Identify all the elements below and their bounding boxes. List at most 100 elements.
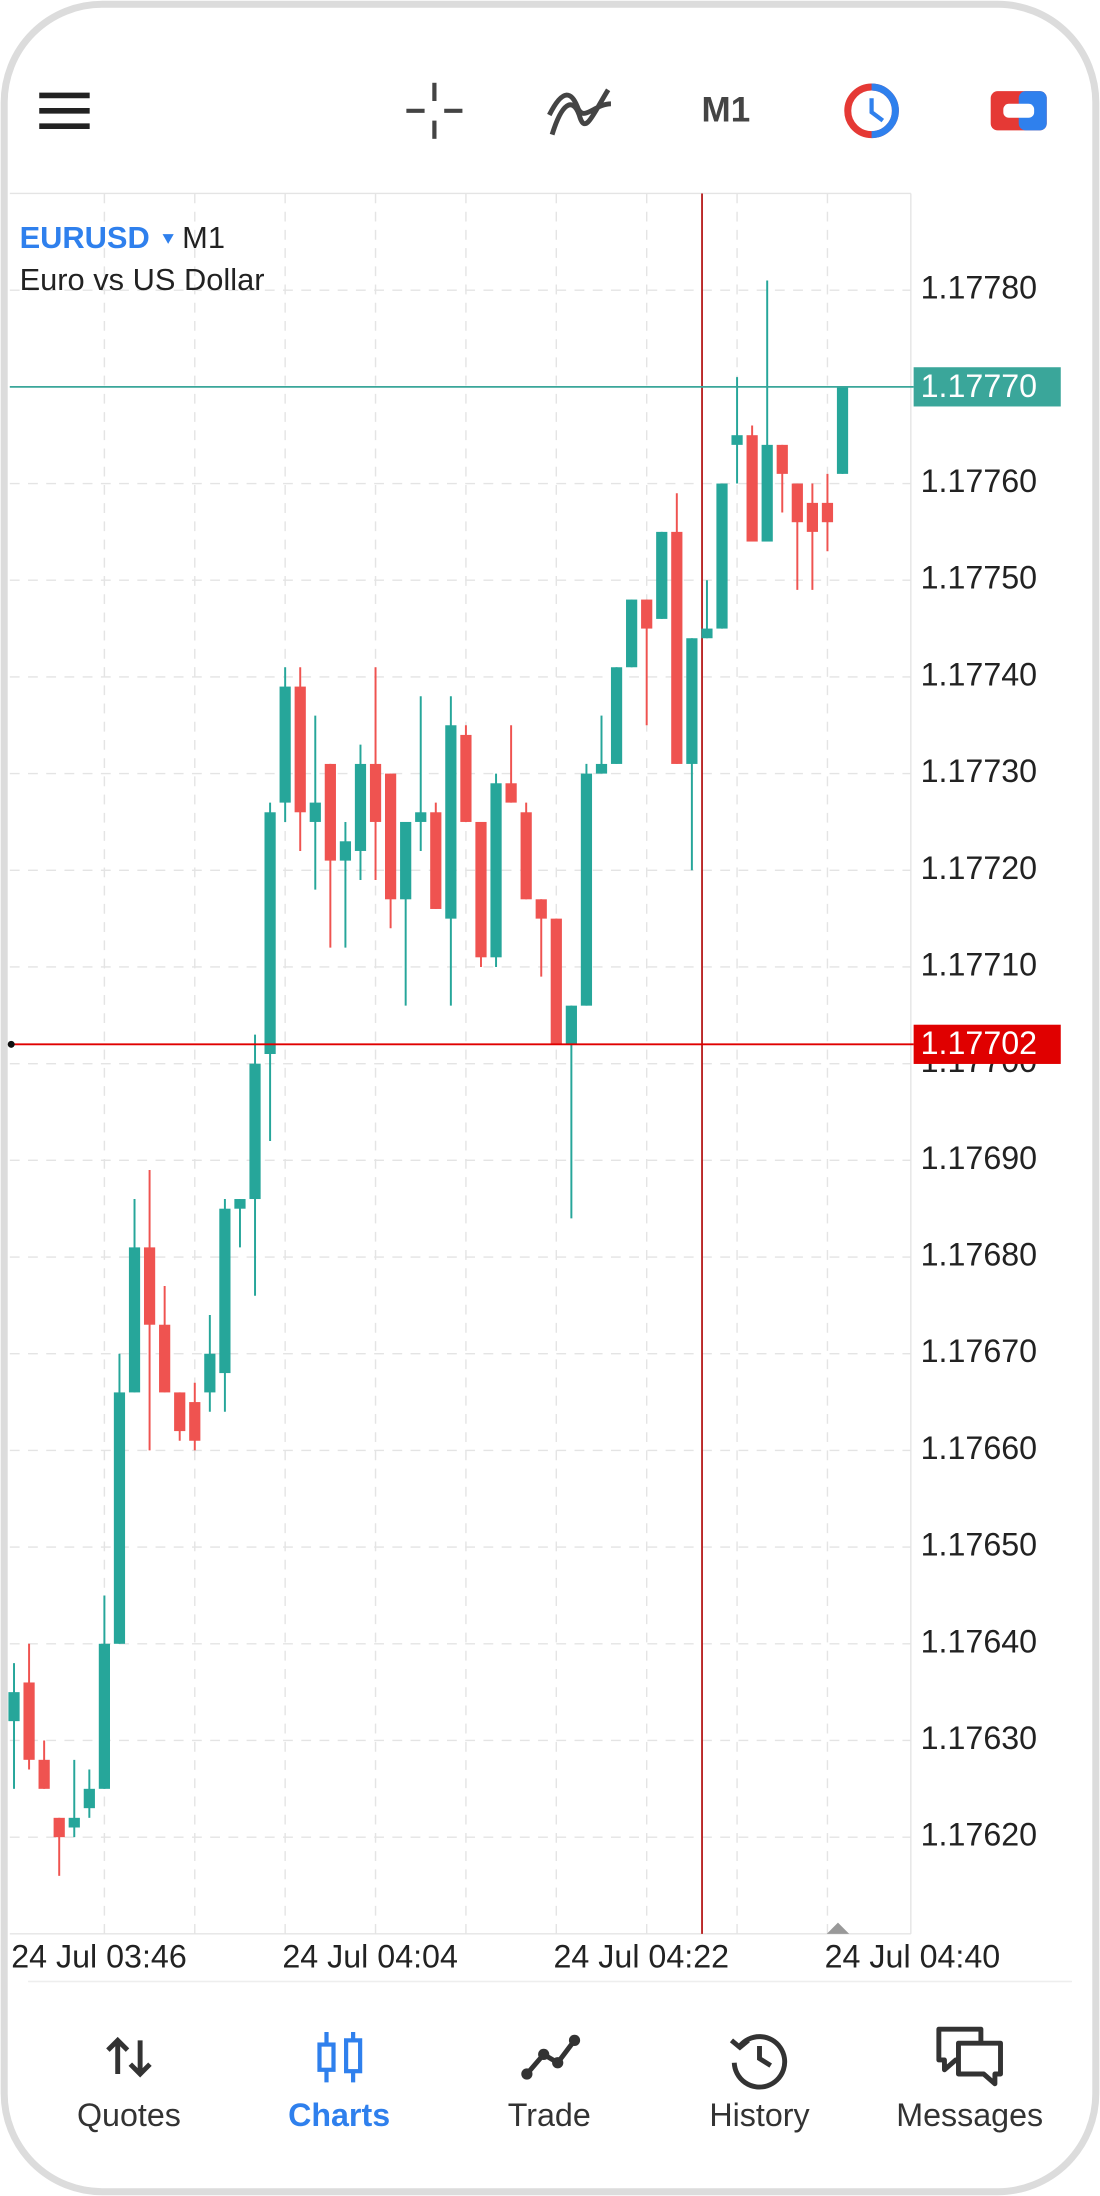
candle-body xyxy=(279,686,291,803)
candle-body xyxy=(324,763,336,861)
candle-body xyxy=(189,1402,201,1441)
y-tick-label: 1.17710 xyxy=(921,946,1037,982)
candle-body xyxy=(626,599,638,668)
candle-body xyxy=(716,483,728,629)
candle-body xyxy=(791,483,803,523)
y-tick-label: 1.17750 xyxy=(921,560,1037,596)
menu-button[interactable] xyxy=(39,92,90,130)
timeframe-button[interactable]: M1 xyxy=(702,90,751,129)
y-tick-label: 1.17660 xyxy=(921,1430,1037,1466)
candle-body xyxy=(671,531,683,764)
candle-body xyxy=(520,812,532,900)
y-tick-label: 1.17630 xyxy=(921,1720,1037,1756)
symbol[interactable]: EURUSD xyxy=(20,220,150,255)
candle-body xyxy=(595,763,608,774)
candle-body xyxy=(686,638,698,764)
candle-body xyxy=(550,918,562,1045)
candle-body xyxy=(385,773,397,900)
candle-body xyxy=(415,812,427,822)
candle-body xyxy=(339,841,352,861)
candle-body xyxy=(445,725,457,919)
candle-body xyxy=(460,734,472,822)
candle-body xyxy=(8,1692,20,1722)
symbol-description: Euro vs US Dollar xyxy=(20,262,265,297)
candle-body xyxy=(234,1199,246,1209)
candle-body xyxy=(400,821,412,900)
chart-timeframe: M1 xyxy=(182,220,225,255)
price-label-bg xyxy=(913,1024,1061,1064)
y-tick-label: 1.17780 xyxy=(921,270,1037,306)
y-tick-label: 1.17670 xyxy=(921,1333,1037,1369)
candle-body xyxy=(430,812,442,909)
candle-body xyxy=(776,444,788,474)
candle-body xyxy=(761,444,773,542)
x-tick-label: 24 Jul 04:40 xyxy=(825,1939,1001,1975)
candle-body xyxy=(565,1005,577,1045)
y-tick-label: 1.17650 xyxy=(921,1527,1037,1563)
candle-body xyxy=(535,899,547,919)
candle-body xyxy=(128,1247,141,1393)
scroll-marker[interactable] xyxy=(826,1922,850,1934)
candle-body xyxy=(746,435,758,542)
nav-icons xyxy=(106,2026,1003,2090)
toolbar: M1 xyxy=(39,82,1047,139)
candle-body xyxy=(53,1817,65,1838)
nav-label[interactable]: Messages xyxy=(896,2097,1043,2133)
candle-body xyxy=(294,686,306,813)
candle-body xyxy=(836,386,849,474)
symbol-dropdown[interactable] xyxy=(162,234,174,244)
messages-icon xyxy=(936,2026,1003,2087)
candle-body xyxy=(68,1817,80,1828)
crosshair-dot xyxy=(7,1040,15,1048)
candle-body xyxy=(83,1788,95,1809)
candle-body xyxy=(806,502,818,532)
plot xyxy=(9,192,912,1935)
candle-body xyxy=(113,1392,126,1644)
x-tick-label: 24 Jul 03:46 xyxy=(11,1939,187,1975)
y-tick-label: 1.17640 xyxy=(921,1623,1037,1659)
nav-label[interactable]: Charts xyxy=(288,2097,390,2133)
candle-body xyxy=(174,1392,186,1432)
candle-body xyxy=(505,783,517,803)
candle-body xyxy=(354,763,367,851)
candle-body xyxy=(369,763,382,822)
candle-body xyxy=(701,628,713,639)
y-tick-label: 1.17720 xyxy=(921,850,1037,886)
candle-body xyxy=(98,1643,110,1789)
trade-button[interactable] xyxy=(990,91,1047,131)
candle-body xyxy=(731,435,743,445)
y-tick-label: 1.17730 xyxy=(921,753,1037,789)
quotes-icon xyxy=(106,2036,152,2078)
charts-icon xyxy=(317,2031,363,2083)
indicators-button[interactable] xyxy=(547,88,612,136)
candle-body xyxy=(23,1682,35,1760)
candle-body xyxy=(264,812,276,1054)
y-tick-label: 1.17680 xyxy=(921,1237,1037,1273)
x-tick-label: 24 Jul 04:04 xyxy=(282,1939,458,1975)
crosshair-button[interactable] xyxy=(406,82,463,139)
nav-label[interactable]: History xyxy=(709,2097,810,2133)
candle-body xyxy=(249,1063,261,1200)
price-label-bg xyxy=(913,367,1061,407)
y-tick-label: 1.17740 xyxy=(921,656,1037,692)
nav-label[interactable]: Quotes xyxy=(77,2097,181,2133)
candle-body xyxy=(490,783,502,958)
candle-body xyxy=(159,1324,171,1393)
y-tick-label: 1.17690 xyxy=(921,1140,1037,1176)
candle-body xyxy=(580,773,593,1006)
candle-body xyxy=(143,1247,156,1325)
candle-body xyxy=(38,1759,50,1789)
price-label: 1.17770 xyxy=(921,368,1037,404)
x-tick-label: 24 Jul 04:22 xyxy=(554,1939,730,1975)
candle-body xyxy=(204,1353,216,1393)
history-icon xyxy=(729,2034,788,2090)
candle-body xyxy=(821,502,834,523)
nav-label[interactable]: Trade xyxy=(508,2097,591,2133)
one-click-button[interactable] xyxy=(844,83,899,139)
candle-body xyxy=(641,599,653,629)
trade-icon xyxy=(521,2034,581,2080)
candle-body xyxy=(219,1208,231,1374)
candle-body xyxy=(475,821,487,958)
